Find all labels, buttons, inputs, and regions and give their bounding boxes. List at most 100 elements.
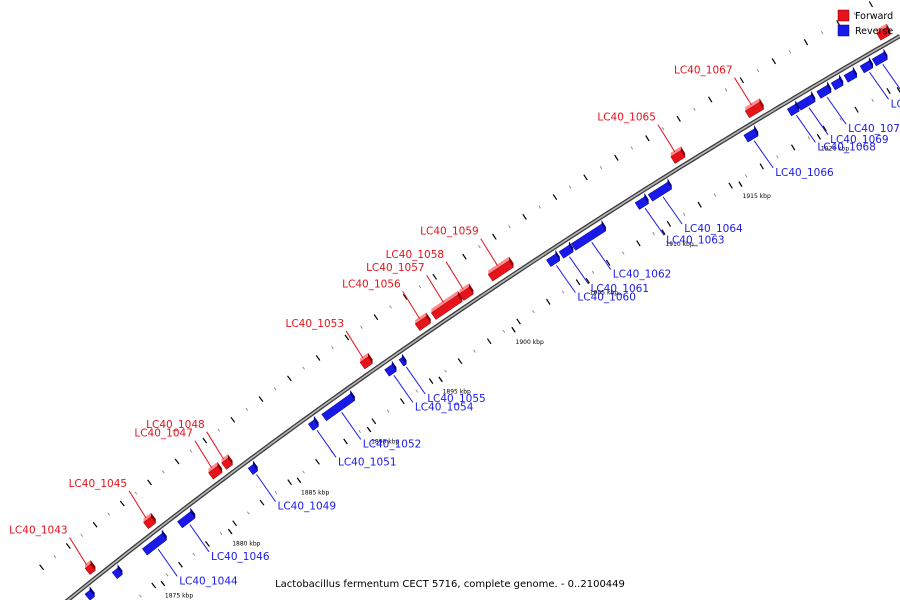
minor-tick bbox=[462, 253, 467, 260]
gene-side-face bbox=[401, 353, 407, 365]
gene-lc40-1072[interactable] bbox=[871, 48, 888, 67]
gene-label[interactable]: LC40_1055 bbox=[427, 393, 486, 405]
gene-lc40-1054[interactable] bbox=[384, 360, 397, 377]
gene-lc40-1044[interactable] bbox=[141, 529, 168, 556]
minor-tick bbox=[107, 512, 111, 516]
minor-tick bbox=[205, 541, 210, 547]
gene-side-face bbox=[457, 290, 463, 302]
gene-label[interactable]: LC40_1061 bbox=[591, 283, 650, 295]
gene-label[interactable]: LC40_1068 bbox=[817, 141, 876, 153]
gene-label[interactable]: LC40_1058 bbox=[386, 249, 445, 261]
gene-label[interactable]: LC40_1046 bbox=[211, 551, 270, 563]
gene-front-face bbox=[84, 590, 95, 600]
gene-label[interactable]: LC40_1049 bbox=[278, 501, 337, 513]
gene-label[interactable]: LC40_1056 bbox=[342, 278, 401, 290]
gene-lc40-1046[interactable] bbox=[177, 507, 196, 529]
minor-tick bbox=[202, 437, 208, 444]
gene-lc40-1043[interactable] bbox=[84, 560, 96, 575]
gene-lc40-1045[interactable] bbox=[143, 512, 157, 530]
minor-tick bbox=[591, 270, 595, 275]
gene-lc40-1051[interactable] bbox=[307, 415, 319, 431]
minor-tick bbox=[707, 96, 713, 103]
backbone-highlight bbox=[66, 35, 900, 600]
gene-label[interactable]: LC40_1064 bbox=[684, 223, 743, 235]
gene-lc40-1055[interactable] bbox=[398, 353, 407, 367]
gene-lc40-1056[interactable] bbox=[414, 312, 432, 331]
minor-tick bbox=[569, 185, 572, 189]
gene-label[interactable]: LC40_1071 bbox=[891, 98, 900, 110]
gene-lc40-1057[interactable] bbox=[430, 290, 463, 320]
gene-label[interactable]: LC40_1066 bbox=[775, 167, 834, 179]
gene-label[interactable]: LC40_1053 bbox=[285, 318, 344, 330]
gene-lc40-1069[interactable] bbox=[796, 90, 816, 111]
gene-lc40-1073[interactable] bbox=[876, 23, 891, 41]
gene-lc40-1052[interactable] bbox=[321, 390, 356, 422]
gene-label[interactable]: LC40_1051 bbox=[338, 456, 397, 468]
gene-label[interactable]: LC40_1070 bbox=[848, 123, 900, 135]
scale-tick-label: 1905 kbp bbox=[590, 290, 618, 297]
gene-lc40-1059[interactable] bbox=[487, 256, 514, 282]
gene-front-face bbox=[546, 253, 561, 267]
gene-lc40-1065[interactable] bbox=[670, 146, 686, 164]
gene-label[interactable]: LC40_1069 bbox=[830, 134, 889, 146]
gene-lc40-1048[interactable] bbox=[221, 454, 233, 470]
gene-label[interactable]: LC40_1060 bbox=[577, 292, 636, 304]
minor-tick bbox=[165, 573, 169, 577]
gene-leader-line bbox=[345, 330, 364, 359]
gene-top-face bbox=[208, 462, 218, 473]
gene-top-face bbox=[221, 454, 228, 463]
gene-lc40-1042[interactable] bbox=[84, 586, 95, 600]
gene-lc40-1043b[interactable] bbox=[111, 564, 123, 580]
gene-lc40-1049[interactable] bbox=[247, 460, 259, 475]
gene-lc40-1053[interactable] bbox=[359, 352, 373, 370]
gene-front-face bbox=[570, 223, 607, 251]
gene-lc40-1060[interactable] bbox=[546, 250, 561, 267]
gene-label[interactable]: LC40_1067 bbox=[674, 65, 733, 77]
gene-lc40-1061[interactable] bbox=[558, 241, 574, 259]
gene-label[interactable]: LC40_1062 bbox=[613, 269, 672, 281]
minor-tick bbox=[502, 329, 506, 333]
minor-tick bbox=[516, 318, 521, 325]
gene-lc40-1067[interactable] bbox=[744, 98, 765, 119]
gene-lc40-1070b[interactable] bbox=[830, 74, 844, 91]
gene-front-face bbox=[414, 316, 432, 331]
gene-leader-line bbox=[405, 366, 426, 395]
gene-label[interactable]: LC40_1047 bbox=[134, 428, 193, 440]
gene-label[interactable]: LC40_1048 bbox=[146, 419, 205, 431]
minor-tick bbox=[371, 418, 377, 425]
gene-label[interactable]: LC40_1065 bbox=[597, 112, 656, 124]
gene-side-face bbox=[852, 66, 857, 78]
gene-front-face bbox=[141, 533, 168, 556]
gene-leader-line bbox=[882, 64, 900, 90]
gene-side-face bbox=[568, 241, 574, 252]
gene-lc40-1058[interactable] bbox=[458, 283, 474, 301]
gene-top-face bbox=[415, 312, 427, 324]
gene-lc40-1047[interactable] bbox=[208, 462, 223, 480]
gene-lc40-1070[interactable] bbox=[816, 81, 832, 99]
gene-lc40-1070c[interactable] bbox=[843, 66, 858, 83]
gene-front-face bbox=[398, 357, 407, 367]
gene-leader-line bbox=[402, 291, 421, 319]
gene-label[interactable]: LC40_1043 bbox=[9, 525, 68, 537]
minor-tick bbox=[583, 174, 588, 181]
gene-label[interactable]: LC40_1052 bbox=[363, 439, 422, 451]
gene-side-face bbox=[253, 460, 258, 471]
minor-tick bbox=[259, 499, 265, 506]
gene-label[interactable]: LC40_1057 bbox=[366, 262, 425, 274]
gene-lc40-1066[interactable] bbox=[743, 125, 759, 143]
gene-lc40-1062[interactable] bbox=[570, 220, 607, 251]
gene-leader-line bbox=[426, 274, 444, 303]
gene-lc40-1068[interactable] bbox=[786, 100, 800, 117]
gene-side-face bbox=[90, 560, 96, 571]
gene-lc40-1071[interactable] bbox=[859, 56, 874, 74]
gene-label[interactable]: LC40_1059 bbox=[420, 226, 479, 238]
minor-tick bbox=[192, 552, 196, 556]
gene-label[interactable]: LC40_1054 bbox=[415, 402, 474, 414]
gene-lc40-1064[interactable] bbox=[647, 178, 673, 202]
gene-lc40-1063[interactable] bbox=[634, 192, 649, 210]
gene-label[interactable]: LC40_1045 bbox=[69, 478, 128, 490]
gene-label[interactable]: LC40_1044 bbox=[179, 575, 238, 587]
gene-label[interactable]: LC40_1063 bbox=[666, 234, 725, 246]
minor-tick bbox=[871, 98, 874, 102]
